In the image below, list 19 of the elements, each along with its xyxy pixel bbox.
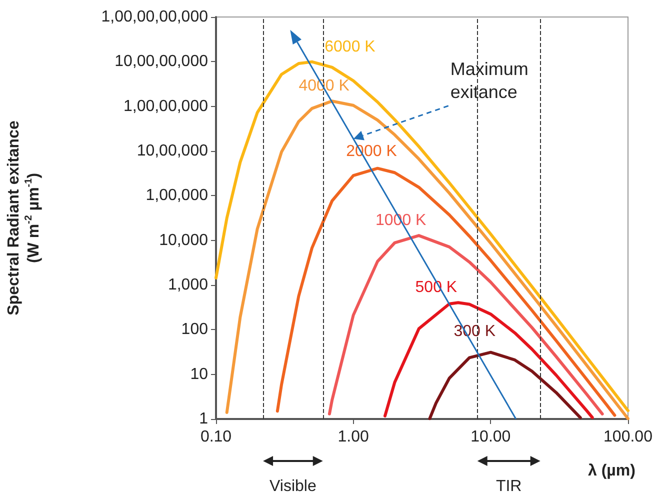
y-tick-label: 100 xyxy=(181,321,208,338)
x-axis-title: λ (µm) xyxy=(588,462,636,480)
y-tick-label: 1,00,00,000 xyxy=(123,98,208,115)
y-tick-label: 10,000 xyxy=(159,232,208,249)
y-tick-label: 1 xyxy=(199,410,208,428)
x-tick-label: 0.10 xyxy=(200,428,232,446)
y-tick-label: 1,00,00,00,000 xyxy=(101,8,208,26)
annotation: Maximum exitance xyxy=(450,58,528,102)
y-tick-label: 1,000 xyxy=(168,276,208,294)
text: Visible xyxy=(270,478,316,495)
y-tick-label: 10,00,00,000 xyxy=(114,53,208,70)
x-tick-label: 100.00 xyxy=(604,428,653,446)
y-tick-label: 1,00,000 xyxy=(146,187,208,204)
x-tick-label: 10.00 xyxy=(470,428,511,446)
x-tick-label: 1.00 xyxy=(338,428,370,446)
series-label: 6000 K xyxy=(324,38,376,56)
y-tick-label: 10,00,000 xyxy=(136,142,208,160)
y-tick-label: 10 xyxy=(190,366,208,383)
text: TIR xyxy=(496,478,522,495)
